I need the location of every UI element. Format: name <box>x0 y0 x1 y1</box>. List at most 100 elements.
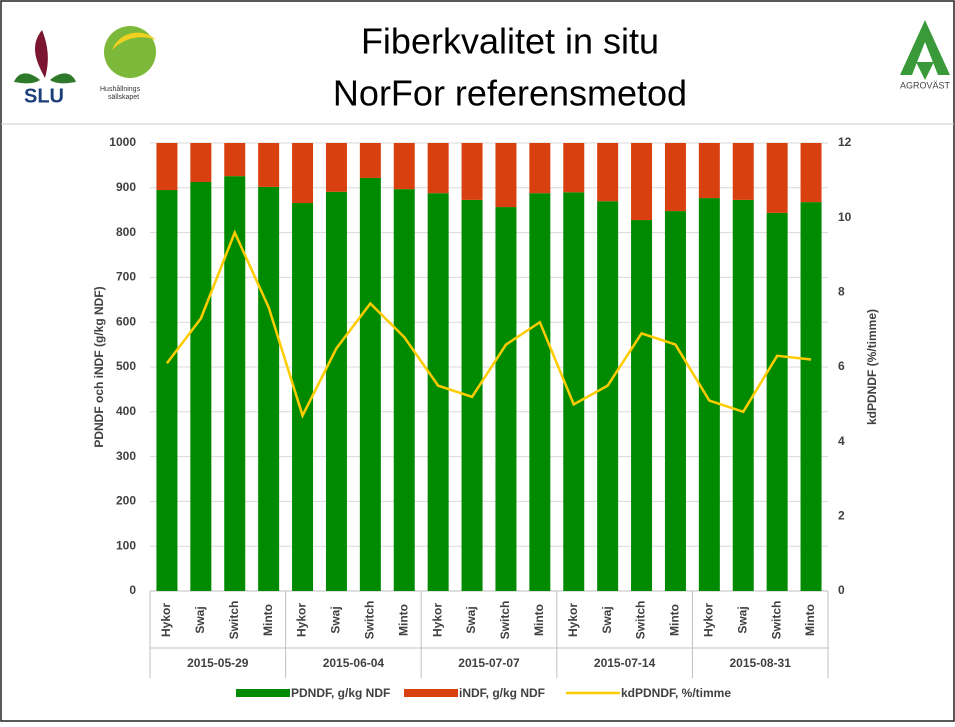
bar <box>156 190 178 592</box>
slu-logo: SLU <box>14 30 76 107</box>
x-tick-label: Minto <box>803 604 817 636</box>
x-tick-label: Hykor <box>159 603 173 637</box>
bar <box>529 193 551 591</box>
bar <box>393 143 415 190</box>
bar <box>427 193 449 591</box>
y-tick-label: 400 <box>116 404 136 418</box>
logo-text: sällskapet <box>108 94 139 101</box>
logo-text: Hushållnings <box>100 85 141 93</box>
x-tick-label: Switch <box>769 601 783 640</box>
y2-tick-label: 4 <box>838 434 845 448</box>
x-tick-label: Swaj <box>329 606 343 633</box>
x-tick-label: Switch <box>227 601 241 640</box>
y2-tick-label: 2 <box>838 509 845 523</box>
x-tick-label: Hykor <box>702 603 716 637</box>
bar <box>698 143 720 199</box>
bar <box>563 143 585 193</box>
bar <box>258 143 280 187</box>
legend-swatch <box>236 689 290 697</box>
bar <box>359 143 381 178</box>
y2-axis-title: kdPDNDF (%/timme) <box>865 309 879 425</box>
bar <box>292 143 314 204</box>
y2-tick-label: 12 <box>838 135 852 149</box>
y2-tick-label: 8 <box>838 285 845 299</box>
bar <box>461 143 483 200</box>
x-tick-label: Swaj <box>464 606 478 633</box>
group-label: 2015-07-14 <box>594 656 656 670</box>
bar <box>664 143 686 212</box>
bar <box>495 207 517 591</box>
x-tick-label: Switch <box>498 601 512 640</box>
y-tick-label: 100 <box>116 538 136 552</box>
legend-swatch <box>404 689 458 697</box>
bar <box>563 192 585 591</box>
y-tick-label: 600 <box>116 314 136 328</box>
bar <box>597 201 619 592</box>
x-tick-label: Hykor <box>295 603 309 637</box>
title: NorFor referensmetod <box>333 73 687 114</box>
y-tick-label: 500 <box>116 359 136 373</box>
bar <box>698 198 720 591</box>
group-label: 2015-05-29 <box>187 656 249 670</box>
bar <box>325 191 347 591</box>
bar <box>156 143 178 191</box>
y-tick-label: 800 <box>116 225 136 239</box>
bar <box>495 143 517 208</box>
bar <box>359 177 381 591</box>
x-tick-label: Swaj <box>600 606 614 633</box>
y-tick-label: 300 <box>116 449 136 463</box>
hushallning-logo: Hushållnings sällskapet <box>100 26 156 101</box>
bar <box>292 203 314 592</box>
legend-label: iNDF, g/kg NDF <box>459 686 545 700</box>
logo-text: AGROVÄST <box>900 80 951 90</box>
x-tick-label: Swaj <box>193 606 207 633</box>
bar <box>190 143 212 182</box>
x-tick-label: Minto <box>261 604 275 636</box>
y-axis-title: PDNDF och iNDF (g/kg NDF) <box>92 286 106 447</box>
line <box>165 229 812 419</box>
group-label: 2015-07-07 <box>458 656 520 670</box>
x-tick-label: Swaj <box>735 606 749 633</box>
y2-tick-label: 0 <box>838 583 845 597</box>
bar <box>190 181 212 591</box>
bar <box>766 143 788 213</box>
y-tick-label: 200 <box>116 494 136 508</box>
bar <box>800 202 822 592</box>
title: Fiberkvalitet in situ <box>361 21 659 62</box>
legend-label: kdPDNDF, %/timme <box>621 686 731 700</box>
x-tick-label: Hykor <box>566 603 580 637</box>
y-tick-label: 0 <box>129 583 136 597</box>
y-tick-label: 1000 <box>109 135 136 149</box>
bar <box>664 211 686 591</box>
bar <box>631 220 653 591</box>
y-tick-label: 900 <box>116 180 136 194</box>
group-label: 2015-06-04 <box>323 656 385 670</box>
bar <box>597 143 619 202</box>
legend-label: PDNDF, g/kg NDF <box>291 686 390 700</box>
y-tick-label: 700 <box>116 270 136 284</box>
x-tick-label: Hykor <box>430 603 444 637</box>
bar <box>732 143 754 200</box>
bar <box>427 143 449 194</box>
bar <box>393 189 415 592</box>
bar <box>766 212 788 591</box>
bar <box>631 143 653 221</box>
bar <box>325 143 347 192</box>
bar <box>258 186 280 592</box>
bar <box>224 143 246 177</box>
agrovast-logo: AGROVÄST <box>900 20 951 90</box>
bar <box>529 143 551 194</box>
bar <box>800 143 822 203</box>
x-tick-label: Minto <box>668 604 682 636</box>
y2-tick-label: 10 <box>838 210 852 224</box>
bar <box>224 176 246 592</box>
bar <box>732 199 754 591</box>
group-label: 2015-08-31 <box>730 656 792 670</box>
x-tick-label: Minto <box>532 604 546 636</box>
x-tick-label: Switch <box>634 601 648 640</box>
x-tick-label: Minto <box>396 604 410 636</box>
x-tick-label: Switch <box>363 601 377 640</box>
logo-text: SLU <box>24 85 64 107</box>
y2-tick-label: 6 <box>838 359 845 373</box>
